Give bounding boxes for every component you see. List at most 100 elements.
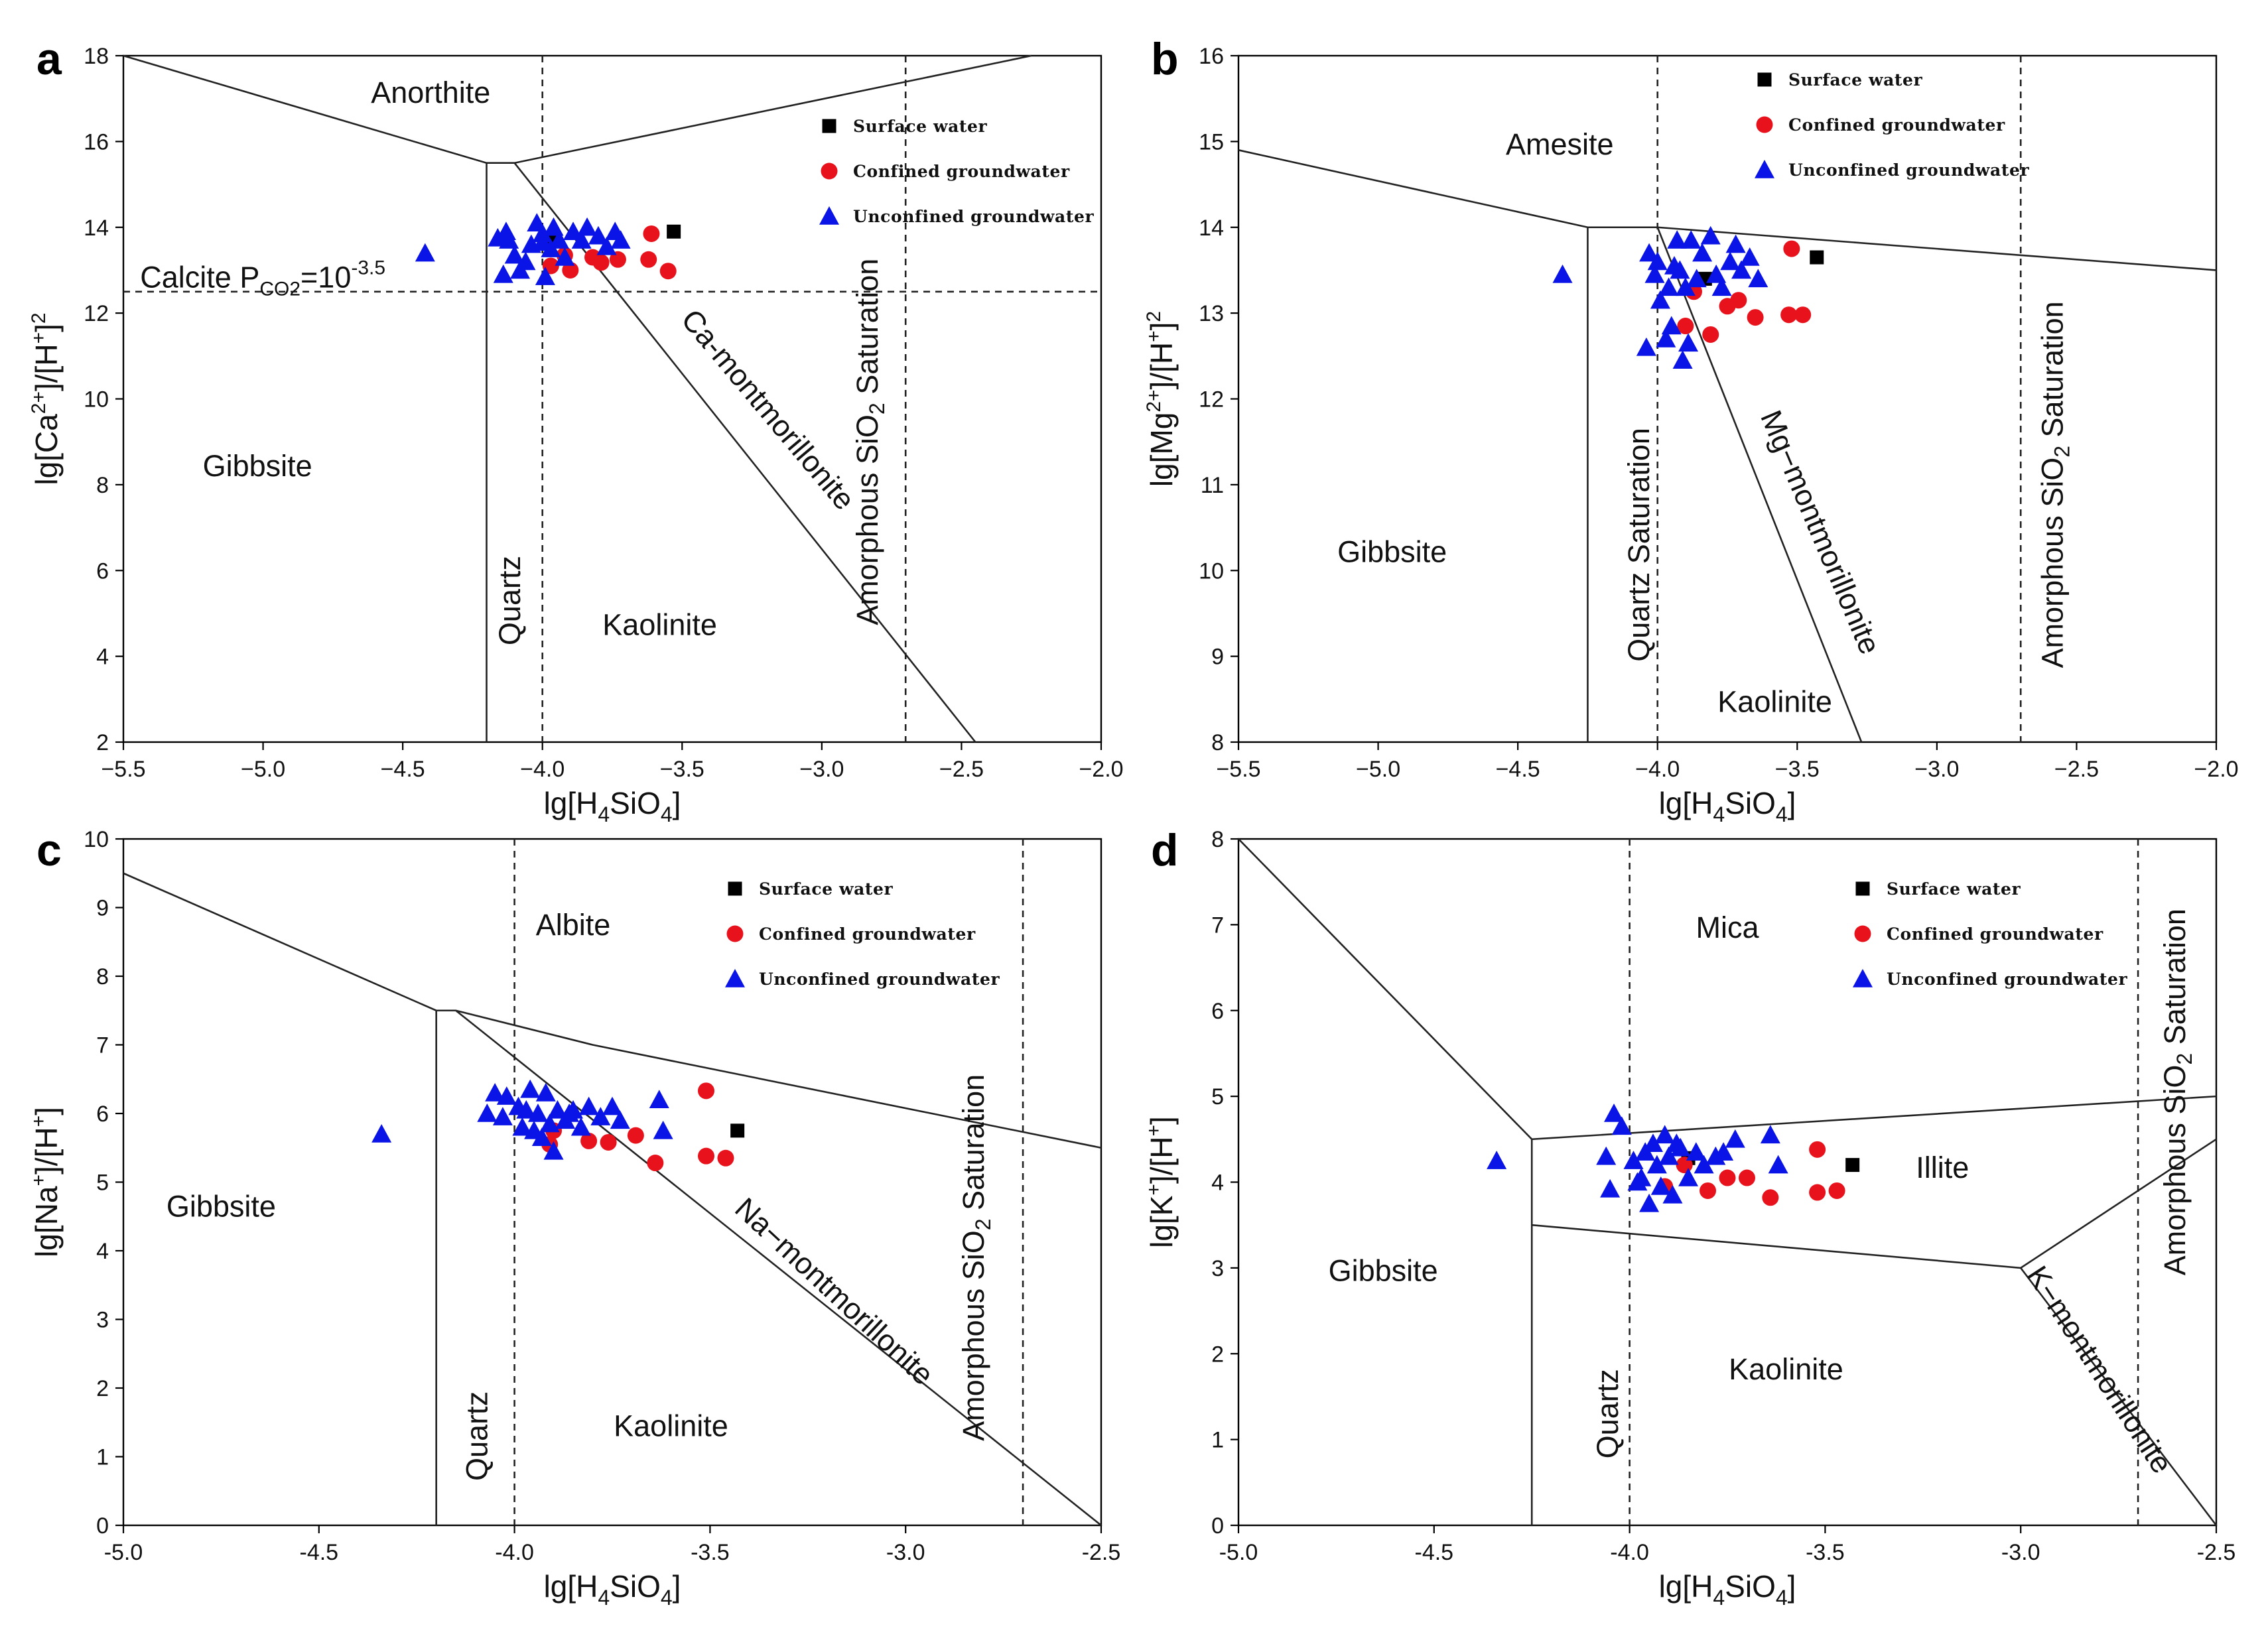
data-point [578,1096,599,1115]
legend: Surface water Confined groundwater Unconfi… [1853,879,2128,989]
data-point [1719,1169,1736,1186]
data-point [1809,1184,1826,1201]
y-tick-label: 3 [1211,1256,1224,1281]
data-point [1639,243,1660,262]
data-point [1656,328,1676,348]
data-point [543,217,564,236]
x-tick-label: −4.0 [1635,757,1680,782]
y-tick-label: 5 [1211,1084,1224,1110]
panel-letter: d [1151,825,1179,875]
data-point [1677,318,1694,335]
data-point [1738,1169,1755,1186]
data-point [1794,306,1812,324]
legend-label: Confined groundwater [853,162,1070,181]
region-label: Mg−montmorillonite [1754,405,1887,659]
data-point [640,251,657,268]
x-tick-label: −5.5 [1216,757,1260,782]
x-tick-label: −5.0 [1356,757,1400,782]
legend-marker [819,206,839,225]
region-label: Quartz [460,1391,494,1481]
data-point [1845,1158,1860,1173]
y-tick-label: 12 [1199,387,1224,412]
y-tick-label: 9 [1211,645,1224,670]
y-tick-label: 5 [96,1171,109,1196]
data-point [1667,230,1688,249]
x-tick-label: −4.5 [381,757,425,782]
x-tick-label: −3.0 [799,757,844,782]
data-point [602,1096,622,1115]
legend-label: Surface water [1887,879,2021,899]
region-label: Kaolinite [1729,1352,1843,1386]
data-point [1739,247,1760,266]
data-point [1731,260,1752,279]
stability-boundary [2020,1267,2218,1526]
data-point [1600,1178,1621,1198]
data-point [1725,234,1746,253]
y-axis-label: lg[Mg2+]/[H+]2 [1143,311,1179,487]
y-tick-label: 2 [96,730,109,755]
data-point [535,267,555,285]
data-point [1762,1189,1779,1206]
data-point [659,263,677,280]
data-point [653,1120,673,1139]
y-tick-label: 6 [96,1102,109,1127]
data-point [1611,1116,1632,1135]
data-point [1694,1155,1714,1174]
x-tick-label: -4.0 [1610,1540,1649,1565]
y-tick-label: 6 [96,558,109,584]
data-point [539,1113,560,1133]
legend-marker [725,969,745,987]
y-tick-label: 15 [1199,129,1224,155]
y-tick-label: 3 [96,1308,109,1333]
y-tick-label: 8 [96,473,109,498]
y-tick-label: 8 [1211,730,1224,755]
y-axis-label: lg[Ca2+]/[H+]2 [28,312,64,485]
legend-label: Unconfined groundwater [1788,160,2030,180]
x-tick-label: -3.0 [2001,1540,2040,1565]
data-point [698,1147,715,1165]
x-axis-label: lg[H4SiO4] [544,1569,681,1610]
data-point [1672,350,1693,369]
data-point [580,1132,598,1149]
data-point [499,230,519,249]
x-tick-label: -3.5 [1806,1540,1845,1565]
data-point [1692,243,1713,262]
data-point [562,261,579,279]
legend-marker [1756,116,1773,133]
y-tick-label: 2 [96,1376,109,1401]
region-label: Amorphous SiO2 Saturation [957,1074,995,1441]
data-point [600,1133,617,1151]
y-tick-label: 10 [84,827,109,852]
data-point [1725,1129,1745,1148]
legend-marker [1755,160,1774,178]
x-tick-label: -2.5 [2197,1540,2236,1565]
x-tick-label: −4.5 [1496,757,1540,782]
y-tick-label: 12 [84,301,109,326]
panel-a-chart: a −5.5 −5.0 −4.5 −4.0 −3.5 −3.0 −2.5 −2.0 2 4 6 8 10 1… [28,34,1124,826]
region-label: Amorphous SiO2 Saturation [2158,909,2196,1275]
series-square [730,1123,745,1138]
legend-marker [1853,969,1873,987]
x-axis-label: lg[H4SiO4] [1659,786,1796,826]
data-point [1658,1146,1679,1165]
x-tick-label: -4.5 [1415,1540,1454,1565]
stability-boundary [1656,227,1863,743]
region-label: Quartz [493,556,527,645]
data-point [1783,240,1800,257]
data-point [1636,337,1656,356]
data-point [1686,269,1707,288]
data-point [596,236,617,255]
x-axis-label: lg[H4SiO4] [544,786,681,826]
data-point [547,1100,568,1119]
legend-label: Confined groundwater [759,924,976,944]
data-point [1828,1182,1845,1199]
legend-label: Unconfined groundwater [1887,970,2128,989]
data-point [1678,333,1699,352]
data-point [485,1082,505,1102]
series-triangle [415,213,631,285]
y-tick-label: 13 [1199,301,1224,326]
region-label: Albite [536,908,611,942]
region-label: Gibbsite [167,1189,276,1223]
panel-letter: b [1151,34,1179,84]
region-label: Gibbsite [1329,1253,1438,1287]
